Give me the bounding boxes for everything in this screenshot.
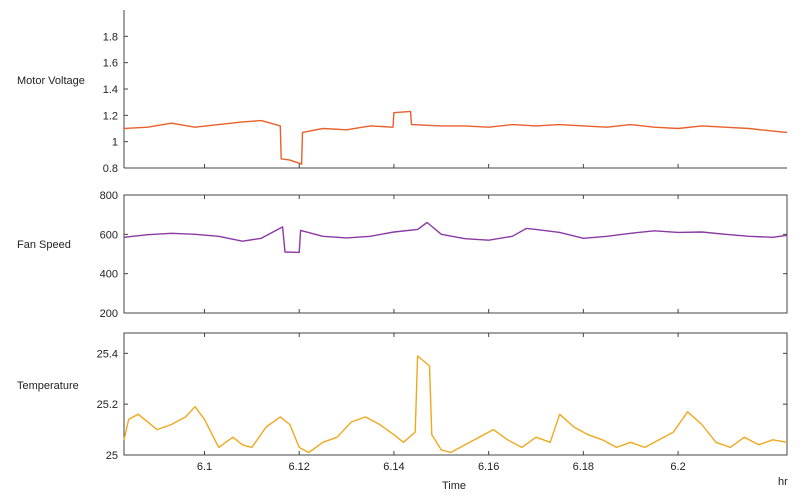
motor-voltage-y-tick-label: 0.8: [103, 163, 118, 175]
x-axis-unit: hr: [778, 476, 788, 488]
fan-speed-y-tick-label: 600: [100, 229, 118, 241]
temperature-ylabel: Temperature: [17, 380, 79, 392]
x-tick-label: 6.12: [289, 461, 310, 473]
fan-speed-y-tick-label: 200: [100, 308, 118, 320]
motor-voltage-y-tick-label: 1.4: [103, 84, 118, 96]
temperature-y-tick-label: 25.2: [97, 399, 118, 411]
temperature-y-tick-label: 25.4: [97, 348, 118, 360]
fan-speed-ylabel: Fan Speed: [17, 239, 71, 251]
x-tick-label: 6.16: [478, 461, 499, 473]
motor-voltage-y-tick-label: 1: [112, 137, 118, 149]
x-tick-label: 6.1: [197, 461, 212, 473]
x-tick-label: 6.18: [573, 461, 594, 473]
fan-speed-plot-frame: [123, 194, 788, 314]
motor-voltage-y-tick-label: 1.2: [103, 110, 118, 122]
temperature-plot-frame: [123, 332, 788, 456]
temperature-series-line: [123, 355, 788, 454]
fan-speed-y-tick-label: 800: [100, 190, 118, 202]
motor-voltage-y-tick-label: 1.8: [103, 31, 118, 43]
temperature-y-tick-label: 25: [106, 450, 118, 462]
x-tick-label: 6.14: [383, 461, 404, 473]
fan-speed-series-line: [123, 221, 788, 254]
x-tick-label: 6.2: [670, 461, 685, 473]
motor-voltage-y-tick-label: 1.6: [103, 58, 118, 70]
x-axis-label: Time: [442, 480, 466, 492]
motor-voltage-ylabel: Motor Voltage: [17, 75, 85, 87]
motor-voltage-series-line: [123, 110, 788, 165]
fan-speed-y-tick-label: 400: [100, 269, 118, 281]
